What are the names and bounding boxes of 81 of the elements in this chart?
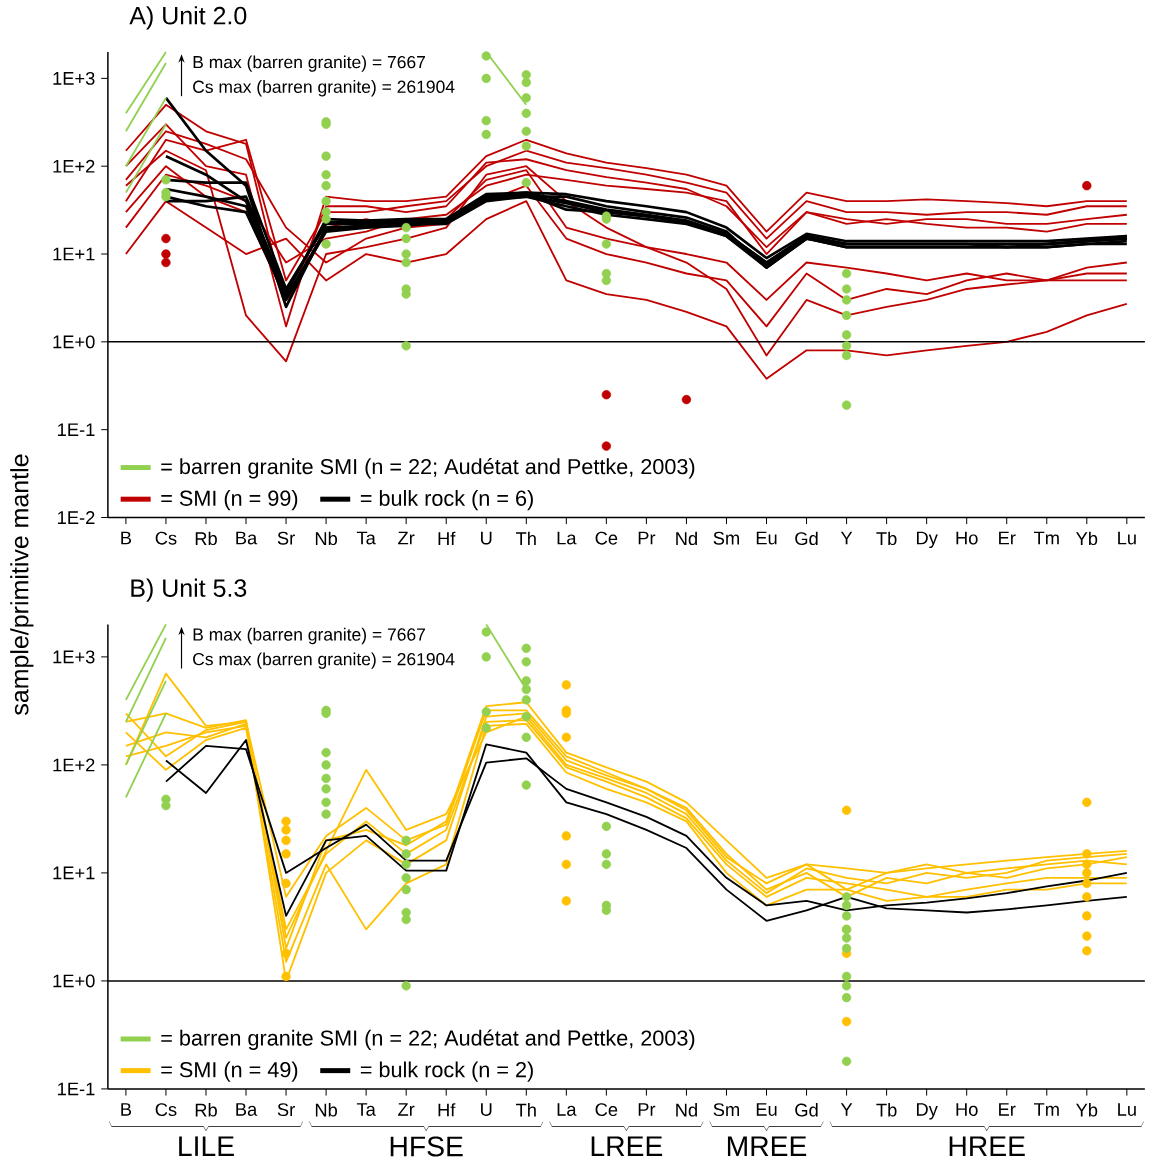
x-tick-label: Yb xyxy=(1076,1103,1098,1117)
y-tick-label: 1E+2 xyxy=(53,758,95,772)
x-tick-label: Eu xyxy=(756,531,777,545)
y-tick-label: 1E+3 xyxy=(53,71,95,85)
x-tick-label: Gd xyxy=(795,531,818,546)
x-tick-label: Th xyxy=(516,1103,536,1117)
annotation: B max (barren granite) = 7667 xyxy=(193,627,426,645)
x-tick-label: Cs xyxy=(155,531,177,545)
x-tick-label: Pr xyxy=(638,531,656,545)
legend-label: = bulk rock (n = 6) xyxy=(360,489,533,511)
x-tick-label: Zr xyxy=(398,1103,415,1116)
x-tick-label: Tb xyxy=(876,1103,897,1117)
x-tick-label: Zr xyxy=(398,531,415,545)
x-tick-label: Ta xyxy=(356,1103,376,1116)
y-tick-label: 1E-1 xyxy=(58,423,95,436)
x-tick-label: Er xyxy=(999,1103,1016,1116)
chart-title: A) Unit 2.0 xyxy=(129,6,247,30)
x-tick-label: Sm xyxy=(713,531,740,545)
y-tick-label: 1E+1 xyxy=(53,247,95,261)
x-tick-label: Ce xyxy=(595,1103,618,1117)
x-tick-label: La xyxy=(557,1103,577,1116)
legend-label: = SMI (n = 99) xyxy=(161,489,298,511)
x-tick-label: Ho xyxy=(956,1103,978,1116)
x-tick-label: Nb xyxy=(315,1103,338,1117)
x-tick-label: Dy xyxy=(917,531,938,549)
x-tick-label: Ba xyxy=(236,1103,258,1116)
annotation: Cs max (barren granite) = 261904 xyxy=(193,652,455,669)
x-tick-label: Sr xyxy=(277,1103,295,1117)
x-tick-label: Rb xyxy=(195,1103,217,1117)
x-tick-label: Ce xyxy=(595,531,618,545)
x-tick-label: Nd xyxy=(676,1103,698,1117)
x-tick-label: Pr xyxy=(638,1103,656,1116)
x-tick-label: Lu xyxy=(1118,1103,1136,1116)
text: MREE xyxy=(728,1136,807,1156)
legend-label: = barren granite SMI (n = 22; Audétat and Pettke, 2003) xyxy=(161,1029,695,1050)
y-tick-label: 1E+0 xyxy=(53,335,95,349)
text: LREE xyxy=(591,1136,663,1156)
x-tick-label: Rb xyxy=(195,531,217,546)
x-tick-label: Sr xyxy=(277,531,295,545)
y-tick-label: 1E+3 xyxy=(53,650,95,664)
x-tick-label: Sm xyxy=(713,1103,740,1117)
x-tick-label: Hf xyxy=(438,531,456,545)
x-tick-label: Yb xyxy=(1076,531,1098,546)
text: HREE xyxy=(949,1136,1025,1156)
text: LILE xyxy=(179,1136,234,1156)
text: HFSE xyxy=(390,1136,463,1157)
x-tick-label: B xyxy=(121,531,132,545)
x-tick-label: Tm xyxy=(1034,1103,1059,1116)
legend-label: = barren granite SMI (n = 22; Audétat and Pettke, 2003) xyxy=(161,458,695,479)
x-tick-label: Tb xyxy=(876,531,897,546)
x-tick-label: Nd xyxy=(676,531,698,546)
y-tick-label: 1E+1 xyxy=(53,866,95,880)
x-tick-label: Th xyxy=(516,531,536,545)
x-tick-label: Ta xyxy=(356,531,376,545)
x-tick-label: Tm xyxy=(1034,531,1059,545)
y-tick-label: 1E-2 xyxy=(58,511,95,524)
x-tick-label: Y xyxy=(840,1103,853,1116)
legend-label: = SMI (n = 49) xyxy=(161,1061,298,1082)
x-tick-label: B xyxy=(121,1103,132,1116)
x-tick-label: Ba xyxy=(236,531,258,545)
x-tick-label: Cs xyxy=(155,1103,177,1117)
legend-label: = bulk rock (n = 2) xyxy=(360,1061,533,1082)
x-tick-label: Y xyxy=(840,531,853,545)
x-tick-label: Dy xyxy=(917,1103,938,1120)
annotation: Cs max (barren granite) = 261904 xyxy=(193,80,455,97)
y-tick-label: 1E-1 xyxy=(58,1082,95,1096)
x-tick-label: La xyxy=(557,531,577,545)
chart-title: B) Unit 5.3 xyxy=(131,578,247,602)
x-tick-label: Ho xyxy=(956,531,978,545)
y-tick-label: 1E+0 xyxy=(53,974,95,988)
x-tick-label: U xyxy=(481,1103,492,1116)
x-tick-label: Nb xyxy=(315,531,338,546)
y-tick-label: 1E+2 xyxy=(53,159,95,173)
annotation: B max (barren granite) = 7667 xyxy=(193,55,426,72)
y-axis-title: sample/primitive mantle xyxy=(10,454,34,715)
x-tick-label: Gd xyxy=(795,1103,818,1117)
x-tick-label: Lu xyxy=(1118,531,1136,545)
x-tick-label: U xyxy=(481,531,492,545)
x-tick-label: Hf xyxy=(438,1103,456,1117)
x-tick-label: Eu xyxy=(756,1103,777,1116)
x-tick-label: Er xyxy=(999,531,1016,545)
